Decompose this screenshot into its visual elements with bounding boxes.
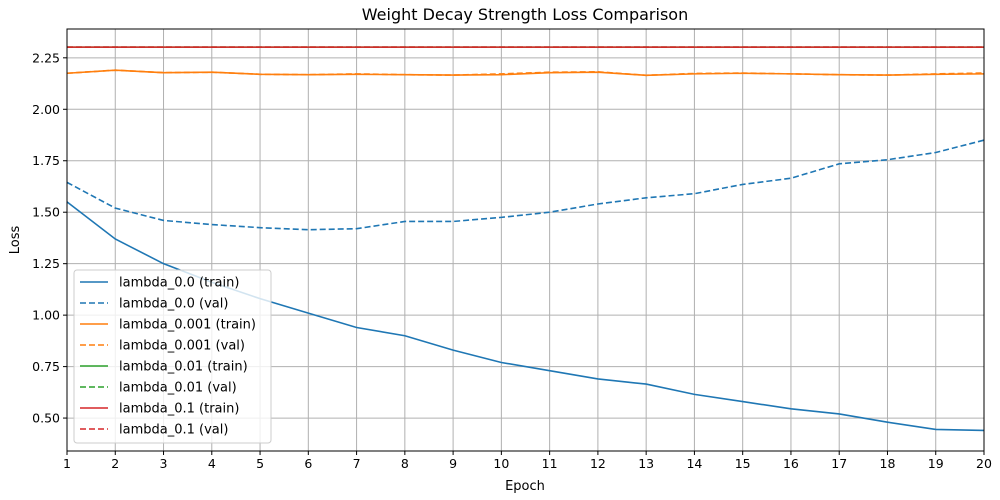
legend-label: lambda_0.001 (train) xyxy=(119,318,256,333)
legend: lambda_0.0 (train) lambda_0.0 (val) lambda… xyxy=(73,269,272,444)
x-tick-label: 10 xyxy=(493,456,509,471)
legend-label: lambda_0.0 (train) xyxy=(119,276,239,291)
x-axis-label: Epoch xyxy=(505,479,545,494)
x-tick-label: 2 xyxy=(111,456,119,471)
legend-label: lambda_0.1 (val) xyxy=(119,423,228,438)
x-tick-label: 12 xyxy=(590,456,606,471)
series-line-lambda-0-001-val xyxy=(66,69,985,77)
legend-label: lambda_0.1 (train) xyxy=(119,402,239,417)
x-tick-label: 13 xyxy=(638,456,654,471)
y-tick-label: 1.75 xyxy=(32,153,60,168)
y-tick-label: 2.25 xyxy=(32,50,60,65)
x-tick-label: 19 xyxy=(928,456,944,471)
x-tick-label: 7 xyxy=(353,456,361,471)
series-line-lambda-0-0-val xyxy=(66,139,985,231)
chart-title: Weight Decay Strength Loss Comparison xyxy=(362,5,688,24)
x-tick-label: 1 xyxy=(63,456,71,471)
x-tick-label: 16 xyxy=(783,456,799,471)
legend-label: lambda_0.01 (val) xyxy=(119,381,237,396)
x-tick-label: 8 xyxy=(401,456,409,471)
x-tick-label: 11 xyxy=(542,456,558,471)
x-tick-label: 15 xyxy=(735,456,751,471)
x-tick-label: 18 xyxy=(880,456,896,471)
x-tick-label: 4 xyxy=(208,456,216,471)
y-tick-label: 1.50 xyxy=(32,205,60,220)
y-tick-label: 1.00 xyxy=(32,308,60,323)
legend-label: lambda_0.001 (val) xyxy=(119,339,245,354)
x-tick-label: 5 xyxy=(256,456,264,471)
x-tick-label: 14 xyxy=(686,456,702,471)
legend-box xyxy=(73,269,272,444)
y-tick-label: 0.75 xyxy=(32,359,60,374)
y-tick-label: 2.00 xyxy=(32,102,60,117)
x-tick-label: 9 xyxy=(449,456,457,471)
x-tick-label: 20 xyxy=(976,456,992,471)
legend-label: lambda_0.01 (train) xyxy=(119,360,248,375)
y-axis-label: Loss xyxy=(8,226,23,255)
plot-frame xyxy=(66,28,985,452)
x-tick-label: 6 xyxy=(304,456,312,471)
x-tick-label: 3 xyxy=(160,456,168,471)
legend-label: lambda_0.0 (val) xyxy=(119,297,228,312)
ticks: 1 2 3 4 5 6 7 8 9 10 11 12 13 14 15 16 17 18 19 200.500.751… xyxy=(32,50,992,471)
x-tick-label: 17 xyxy=(831,456,847,471)
y-tick-label: 0.50 xyxy=(32,411,60,426)
y-tick-label: 1.25 xyxy=(32,256,60,271)
